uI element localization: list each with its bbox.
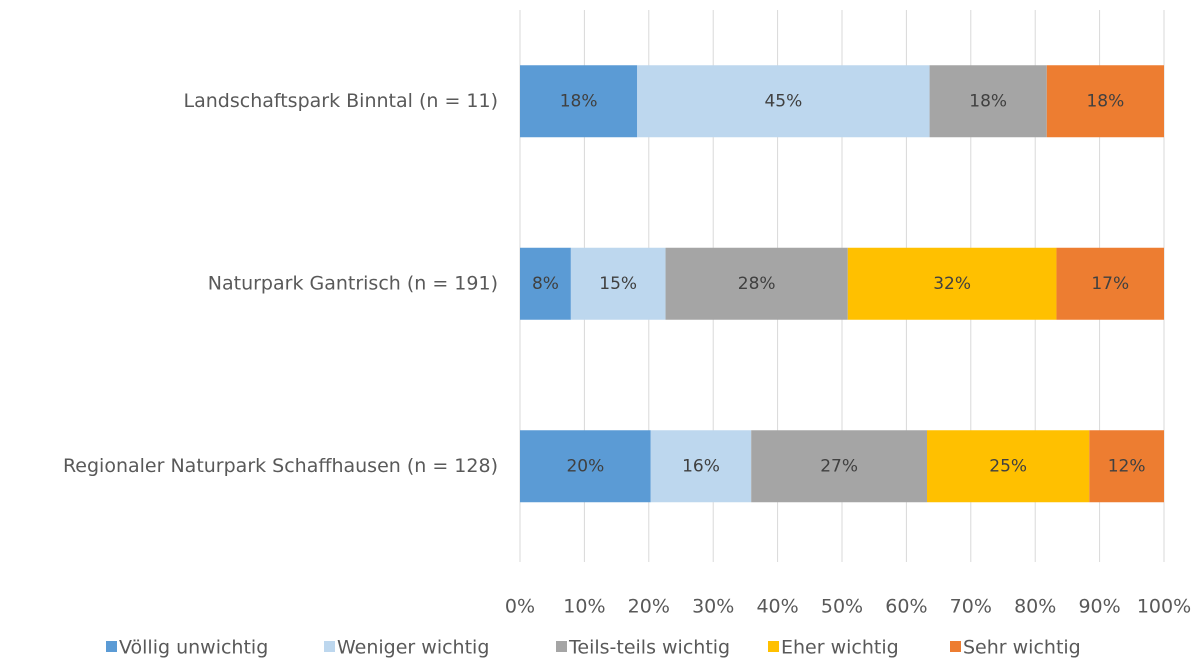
data-label: 16% [682, 456, 720, 476]
bar-segment [847, 247, 1057, 320]
x-tick-label: 30% [692, 596, 734, 618]
bar-segment [929, 65, 1047, 138]
data-label: 8% [532, 274, 559, 294]
bar-segment [520, 65, 638, 138]
bar-segment [637, 65, 930, 138]
legend-label: Weniger wichtig [337, 637, 489, 659]
bar-segment [570, 247, 666, 320]
data-label: 17% [1091, 274, 1129, 294]
bar-segment [927, 430, 1090, 503]
bar-segment [1089, 430, 1164, 503]
bar-segment [1046, 65, 1164, 138]
bar-segment [520, 247, 571, 320]
bar-segment [520, 430, 651, 503]
data-label: 32% [933, 274, 971, 294]
legend-swatch [950, 641, 961, 652]
x-tick-label: 40% [756, 596, 798, 618]
legend-swatch [768, 641, 779, 652]
data-label: 18% [560, 91, 598, 111]
x-tick-label: 70% [950, 596, 992, 618]
legend-label: Eher wichtig [781, 637, 899, 659]
x-tick-label: 90% [1078, 596, 1120, 618]
data-label: 18% [969, 91, 1007, 111]
legend-label: Völlig unwichtig [119, 637, 268, 659]
data-label: 20% [566, 456, 604, 476]
data-label: 28% [738, 274, 776, 294]
x-tick-label: 20% [628, 596, 670, 618]
x-tick-label: 0% [505, 596, 535, 618]
x-tick-label: 50% [821, 596, 863, 618]
legend-label: Teils-teils wichtig [568, 637, 730, 659]
bar-segment [751, 430, 928, 503]
category-label: Regionaler Naturpark Schaffhausen (n = 1… [63, 455, 498, 477]
data-label: 18% [1086, 91, 1124, 111]
x-tick-label: 10% [563, 596, 605, 618]
category-label: Landschaftspark Binntal (n = 11) [184, 90, 498, 112]
data-label: 27% [820, 456, 858, 476]
data-label: 25% [989, 456, 1027, 476]
x-tick-label: 60% [885, 596, 927, 618]
x-tick-label: 100% [1137, 596, 1191, 618]
category-label: Naturpark Gantrisch (n = 191) [208, 272, 498, 294]
legend-swatch [324, 641, 335, 652]
x-tick-label: 80% [1014, 596, 1056, 618]
legend-label: Sehr wichtig [963, 637, 1081, 659]
bar-segment [1056, 247, 1164, 320]
data-label: 15% [599, 274, 637, 294]
data-label: 12% [1108, 456, 1146, 476]
data-label: 45% [764, 91, 802, 111]
bar-segment [665, 247, 848, 320]
bar-segment [650, 430, 752, 503]
legend-swatch [106, 641, 117, 652]
legend-swatch [556, 641, 567, 652]
